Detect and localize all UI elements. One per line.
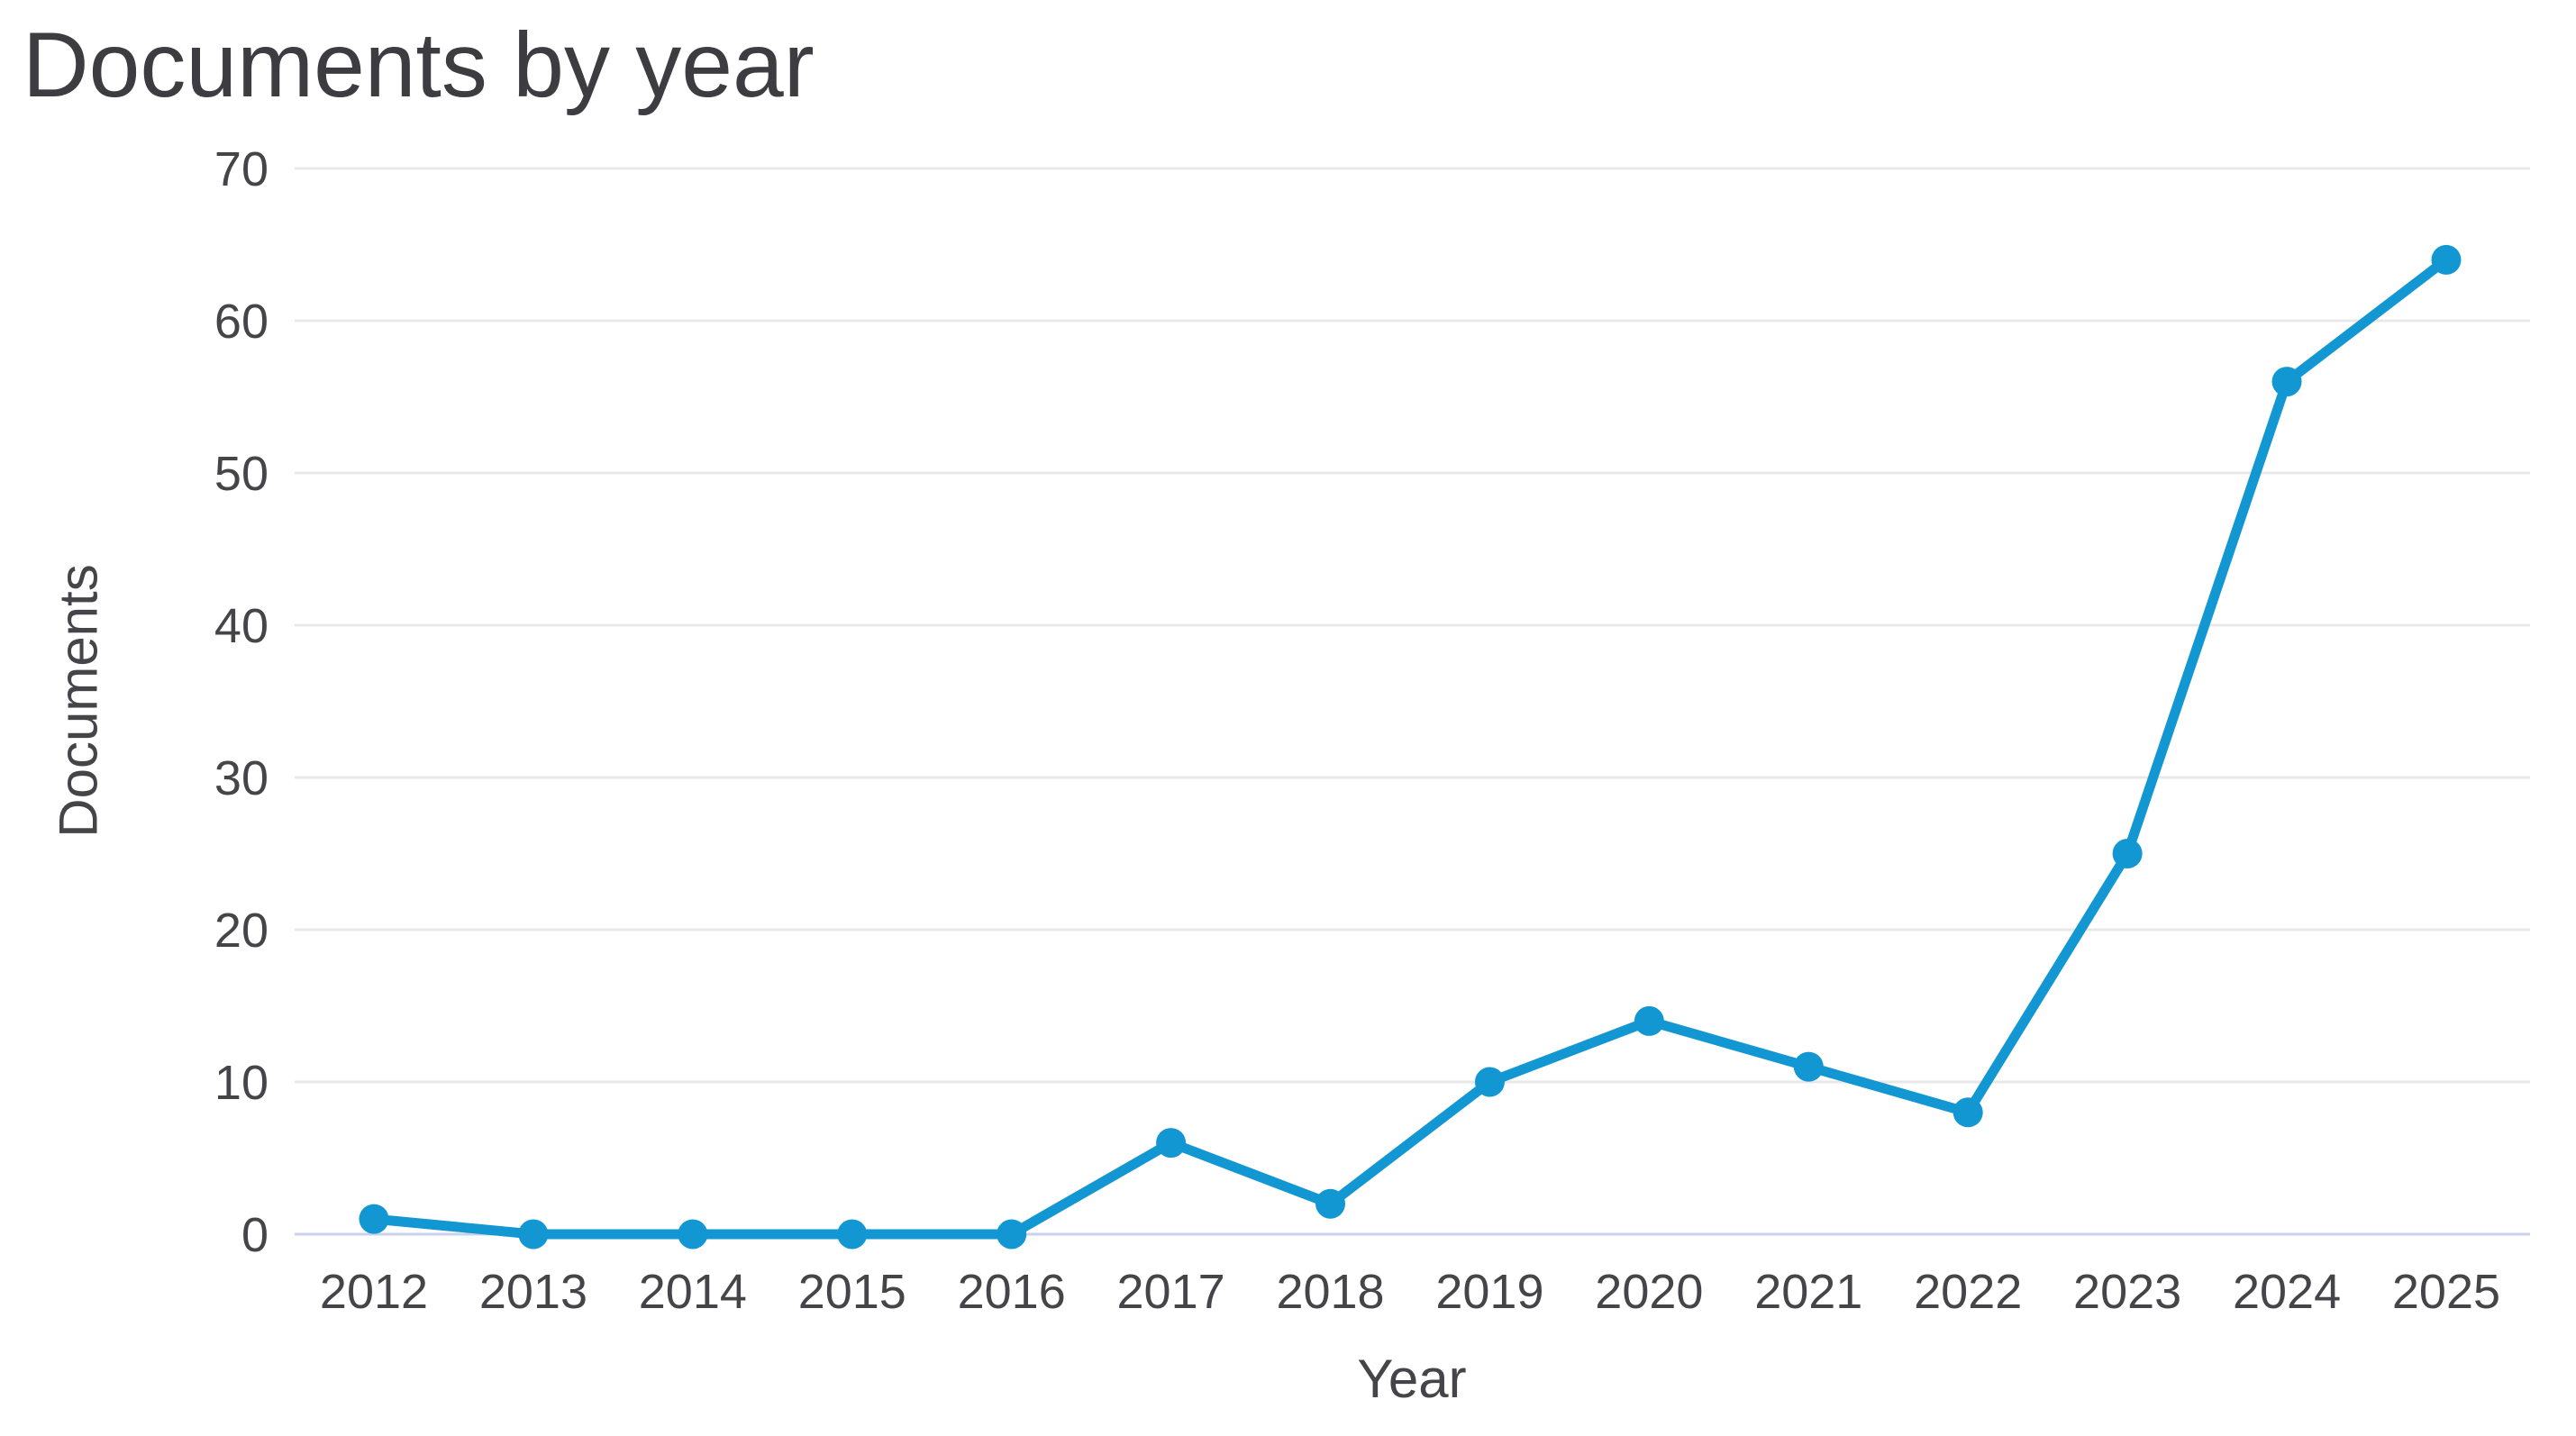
y-tick-label-40: 40 [214, 599, 269, 653]
y-tick-label-30: 30 [214, 751, 269, 805]
x-tick-label-2021: 2021 [1754, 1265, 1862, 1319]
data-point-2017[interactable]: 2017: 6 [1156, 1128, 1187, 1159]
x-tick-label-2022: 2022 [1914, 1265, 2022, 1319]
data-point-2023[interactable]: 2023: 25 [2112, 839, 2143, 868]
y-tick-label-0: 0 [241, 1208, 269, 1262]
x-axis-title: Year [1357, 1349, 1467, 1409]
x-tick-label-2012: 2012 [320, 1265, 428, 1319]
y-tick-label-50: 50 [214, 447, 269, 501]
x-tick-label-2018: 2018 [1276, 1265, 1384, 1319]
x-tick-label-2020: 2020 [1595, 1265, 1703, 1319]
data-point-2022[interactable]: 2022: 8 [1952, 1097, 1983, 1128]
data-point-2013[interactable]: 2013: 0 [518, 1219, 549, 1250]
data-point-2014[interactable]: 2014: 0 [678, 1219, 708, 1250]
chart-title: Documents by year [23, 14, 815, 116]
y-tick-label-20: 20 [214, 904, 269, 958]
x-tick-label-2024: 2024 [2233, 1265, 2341, 1319]
x-tick-label-2019: 2019 [1435, 1265, 1543, 1319]
x-tick-label-2017: 2017 [1117, 1265, 1225, 1319]
y-tick-label-10: 10 [214, 1056, 269, 1110]
x-tick-label-2025: 2025 [2392, 1265, 2500, 1319]
data-point-2025[interactable]: 2025: 64 [2431, 244, 2462, 275]
data-point-2024[interactable]: 2024: 56 [2271, 367, 2302, 397]
x-tick-label-2013: 2013 [479, 1265, 587, 1319]
data-point-2016[interactable]: 2016: 0 [997, 1219, 1027, 1250]
y-tick-label-60: 60 [214, 295, 269, 349]
x-tick-label-2014: 2014 [639, 1265, 747, 1319]
data-point-2020[interactable]: 2020: 14 [1634, 1005, 1664, 1036]
data-point-2012[interactable]: 2012: 1 [359, 1204, 389, 1234]
x-tick-label-2023: 2023 [2073, 1265, 2181, 1319]
trend-line-documents [369, 254, 2452, 1240]
data-point-2015[interactable]: 2015: 0 [837, 1219, 868, 1250]
x-tick-label-2015: 2015 [798, 1265, 906, 1319]
data-point-2018[interactable]: 2018: 2 [1315, 1188, 1346, 1219]
x-tick-label-2016: 2016 [958, 1265, 1066, 1319]
data-point-2021[interactable]: 2021: 11 [1793, 1051, 1824, 1082]
data-point-2019[interactable]: 2019: 10 [1474, 1067, 1505, 1097]
y-tick-label-70: 70 [214, 142, 269, 196]
